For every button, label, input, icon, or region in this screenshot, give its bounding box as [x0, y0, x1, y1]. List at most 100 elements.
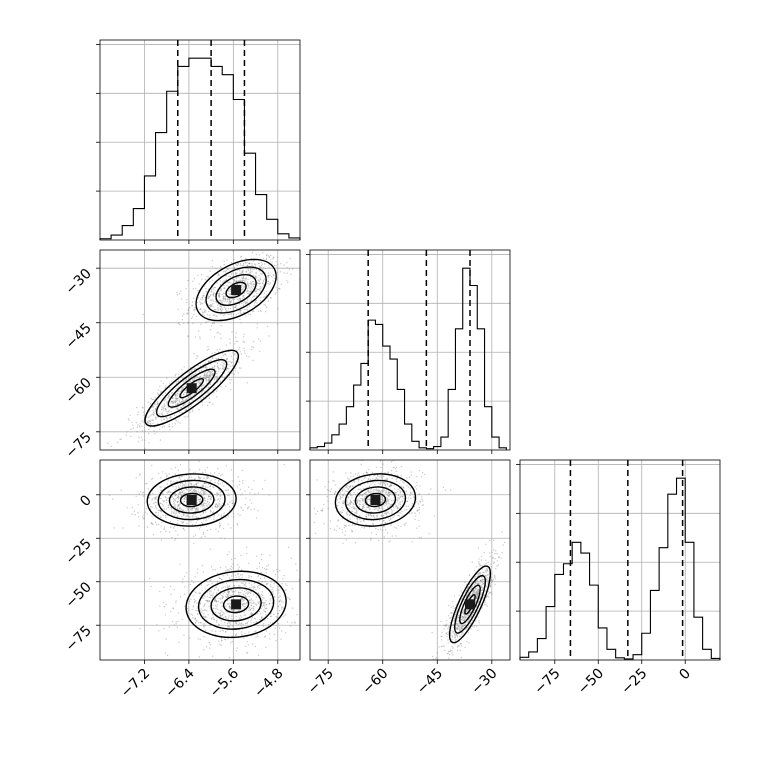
scatter-point — [187, 509, 189, 511]
scatter-point — [224, 308, 227, 311]
scatter-point — [215, 600, 218, 603]
scatter-point — [230, 388, 232, 391]
scatter-point — [363, 502, 365, 504]
scatter-point — [245, 267, 247, 270]
scatter-point — [258, 601, 260, 603]
scatter-point — [220, 598, 222, 600]
scatter-point — [380, 491, 382, 494]
scatter-point — [231, 609, 234, 612]
scatter-point — [339, 496, 342, 498]
scatter-point — [233, 590, 235, 593]
scatter-point — [207, 498, 209, 500]
scatter-point — [164, 516, 167, 518]
scatter-point — [178, 373, 180, 375]
scatter-point — [356, 478, 358, 481]
scatter-point — [175, 621, 177, 623]
scatter-point — [254, 631, 256, 633]
scatter-point — [191, 523, 194, 525]
scatter-point — [395, 478, 398, 480]
scatter-point — [188, 515, 190, 517]
scatter-point — [338, 519, 340, 521]
scatter-point — [184, 485, 186, 487]
scatter-point — [335, 491, 337, 493]
scatter-point — [173, 624, 175, 626]
scatter-point — [270, 613, 272, 615]
scatter-point — [195, 491, 197, 494]
scatter-point — [197, 489, 199, 491]
scatter-point — [190, 487, 193, 489]
scatter-point — [229, 275, 232, 278]
scatter-point — [349, 503, 352, 505]
scatter-point — [219, 577, 221, 580]
scatter-point — [264, 304, 266, 306]
scatter-point — [274, 574, 277, 576]
scatter-point — [220, 537, 222, 539]
scatter-point — [217, 304, 219, 306]
scatter-point — [233, 617, 235, 619]
scatter-point — [258, 610, 260, 613]
scatter-point — [381, 483, 384, 485]
scatter-point — [171, 423, 174, 425]
scatter-point — [170, 480, 172, 483]
density-peak — [186, 495, 197, 505]
scatter-point — [197, 296, 200, 299]
scatter-point — [227, 587, 230, 589]
scatter-point — [248, 356, 250, 358]
scatter-point — [196, 385, 199, 388]
scatter-point — [182, 509, 184, 512]
scatter-point — [219, 500, 221, 502]
scatter-point — [235, 622, 237, 624]
scatter-point — [217, 589, 219, 592]
scatter-point — [241, 668, 242, 669]
scatter-point — [220, 310, 222, 312]
scatter-point — [363, 527, 366, 529]
scatter-point — [411, 492, 413, 494]
scatter-point — [192, 374, 194, 376]
scatter-point — [388, 541, 390, 543]
scatter-point — [261, 599, 264, 601]
scatter-point — [281, 583, 283, 585]
scatter-point — [386, 483, 389, 486]
scatter-point — [341, 511, 344, 514]
density-peak — [231, 599, 242, 610]
scatter-point — [157, 514, 159, 516]
scatter-point — [222, 595, 224, 597]
scatter-point — [219, 609, 222, 611]
scatter-point — [193, 379, 196, 381]
scatter-point — [419, 500, 421, 502]
scatter-point — [242, 295, 245, 297]
scatter-point — [202, 312, 204, 314]
scatter-point — [267, 277, 270, 279]
scatter-point — [252, 283, 254, 285]
scatter-point — [243, 593, 245, 595]
scatter-point — [360, 489, 363, 491]
scatter-point — [212, 512, 214, 514]
scatter-point — [196, 488, 198, 490]
scatter-point — [251, 296, 254, 299]
scatter-point — [246, 306, 249, 309]
scatter-point — [194, 490, 196, 493]
scatter-point — [388, 485, 390, 487]
scatter-point — [293, 621, 296, 623]
scatter-point — [458, 625, 460, 628]
scatter-point — [205, 505, 207, 507]
scatter-point — [267, 272, 270, 274]
scatter-point — [223, 366, 225, 368]
scatter-point — [178, 504, 180, 506]
scatter-point — [191, 301, 194, 303]
scatter-point — [269, 602, 271, 605]
scatter-point — [218, 623, 220, 625]
scatter-point — [233, 267, 235, 269]
scatter-point — [393, 515, 395, 517]
scatter-point — [183, 399, 185, 402]
scatter-point — [224, 314, 226, 316]
scatter-point — [237, 610, 240, 612]
scatter-point — [211, 370, 213, 372]
scatter-point — [200, 385, 203, 388]
scatter-point — [387, 507, 389, 509]
scatter-point — [205, 373, 207, 376]
scatter-point — [386, 512, 388, 514]
scatter-point — [195, 357, 197, 360]
scatter-point — [247, 644, 249, 646]
scatter-point — [218, 576, 220, 579]
